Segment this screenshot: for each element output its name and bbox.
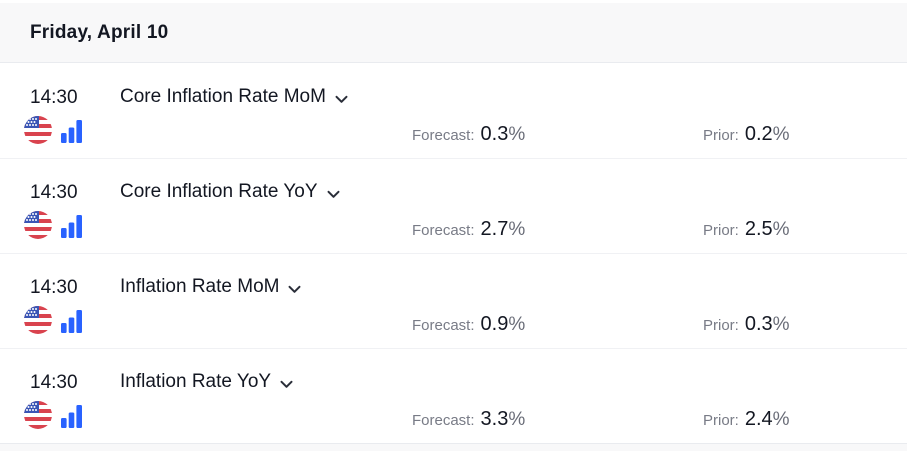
importance-bars-icon — [61, 215, 82, 238]
prior-value: 2.5 — [744, 218, 773, 240]
prior-label: Prior: — [703, 127, 739, 144]
forecast-value: 0.3 — [480, 123, 509, 145]
prior-value: 0.3 — [744, 313, 773, 335]
forecast-unit: % — [508, 409, 526, 430]
prior-stat: Prior: 0.3 % — [703, 313, 790, 336]
chevron-down-icon — [327, 190, 340, 199]
event-list: 14:30 Core Inflation Rate MoM Forecast: … — [0, 64, 907, 444]
event-title-button[interactable]: Inflation Rate MoM — [120, 276, 301, 298]
forecast-value: 2.7 — [480, 218, 509, 240]
time-label: 14:30 — [30, 372, 78, 393]
event-title-button[interactable]: Inflation Rate YoY — [120, 371, 293, 393]
prior-value: 0.2 — [744, 123, 773, 145]
event-title-button[interactable]: Core Inflation Rate MoM — [120, 86, 348, 108]
time-label: 14:30 — [30, 277, 78, 298]
event-row: 14:30 Inflation Rate YoY Forecast: 3.3 %… — [0, 349, 907, 444]
forecast-label: Forecast: — [412, 317, 475, 334]
event-title: Core Inflation Rate YoY — [120, 181, 318, 202]
date-label: Friday, April 10 — [30, 21, 169, 43]
event-title: Inflation Rate YoY — [120, 371, 272, 392]
importance-bars-icon — [61, 310, 82, 333]
time-label: 14:30 — [30, 182, 78, 203]
prior-unit: % — [772, 219, 790, 240]
event-icons — [24, 306, 82, 334]
event-title-button[interactable]: Core Inflation Rate YoY — [120, 181, 340, 203]
forecast-value: 3.3 — [480, 408, 509, 430]
event-title: Core Inflation Rate MoM — [120, 86, 326, 107]
event-icons — [24, 211, 82, 239]
forecast-unit: % — [508, 124, 526, 145]
forecast-stat: Forecast: 0.3 % — [412, 123, 525, 146]
forecast-unit: % — [508, 219, 526, 240]
prior-value: 2.4 — [744, 408, 773, 430]
date-header: Friday, April 10 — [0, 3, 907, 63]
chevron-down-icon — [335, 95, 348, 104]
time-label: 14:30 — [30, 87, 78, 108]
us-flag-icon — [24, 401, 52, 429]
forecast-value: 0.9 — [480, 313, 509, 335]
event-title: Inflation Rate MoM — [120, 276, 280, 297]
us-flag-icon — [24, 116, 52, 144]
prior-label: Prior: — [703, 412, 739, 429]
event-icons — [24, 116, 82, 144]
us-flag-icon — [24, 211, 52, 239]
event-row: 14:30 Core Inflation Rate MoM Forecast: … — [0, 64, 907, 159]
prior-label: Prior: — [703, 222, 739, 239]
prior-stat: Prior: 2.5 % — [703, 218, 790, 241]
prior-unit: % — [772, 314, 790, 335]
prior-stat: Prior: 2.4 % — [703, 408, 790, 431]
next-section-header-strip — [0, 443, 907, 451]
forecast-label: Forecast: — [412, 412, 475, 429]
event-icons — [24, 401, 82, 429]
forecast-label: Forecast: — [412, 127, 475, 144]
prior-unit: % — [772, 124, 790, 145]
forecast-label: Forecast: — [412, 222, 475, 239]
event-row: 14:30 Core Inflation Rate YoY Forecast: … — [0, 159, 907, 254]
importance-bars-icon — [61, 405, 82, 428]
chevron-down-icon — [288, 285, 301, 294]
forecast-stat: Forecast: 2.7 % — [412, 218, 525, 241]
forecast-stat: Forecast: 3.3 % — [412, 408, 525, 431]
forecast-unit: % — [508, 314, 526, 335]
event-row: 14:30 Inflation Rate MoM Forecast: 0.9 %… — [0, 254, 907, 349]
us-flag-icon — [24, 306, 52, 334]
prior-stat: Prior: 0.2 % — [703, 123, 790, 146]
prior-label: Prior: — [703, 317, 739, 334]
forecast-stat: Forecast: 0.9 % — [412, 313, 525, 336]
prior-unit: % — [772, 409, 790, 430]
importance-bars-icon — [61, 120, 82, 143]
chevron-down-icon — [280, 380, 293, 389]
